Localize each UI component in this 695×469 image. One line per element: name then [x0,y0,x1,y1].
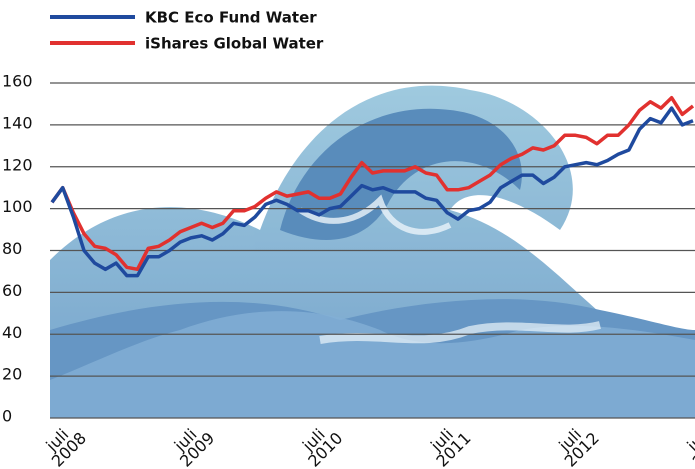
x-tick-label: juli2008 [37,418,90,469]
y-tick-label: 100 [2,197,33,216]
x-tick-label: juli2013 [678,418,695,469]
legend-label: KBC Eco Fund Water [145,9,317,27]
y-tick-label: 140 [2,113,33,132]
legend-label: iShares Global Water [145,35,324,53]
y-tick-label: 20 [2,365,22,384]
legend: KBC Eco Fund Water iShares Global Water [50,9,324,53]
x-tick-label: juli2009 [165,418,218,469]
y-tick-label: 120 [2,155,33,174]
y-tick-label: 80 [2,239,22,258]
x-tick-label: juli2011 [421,418,474,469]
chart: KBC Eco Fund Water iShares Global Water … [0,0,695,469]
y-tick-label: 40 [2,323,22,342]
x-tick-label: juli2012 [550,418,603,469]
y-tick-label: 60 [2,281,22,300]
y-tick-label: 160 [2,72,33,91]
x-tick-label: juli2010 [293,418,346,469]
y-tick-label: 0 [2,407,12,426]
